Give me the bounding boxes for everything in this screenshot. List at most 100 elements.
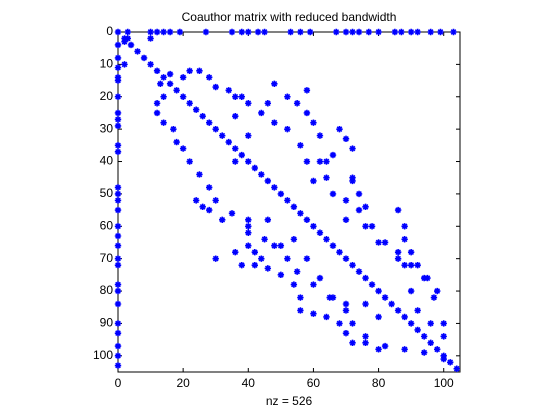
point xyxy=(147,28,154,36)
point xyxy=(153,100,161,107)
point xyxy=(238,151,245,159)
point xyxy=(336,248,343,256)
point xyxy=(381,342,389,350)
point xyxy=(225,138,232,146)
point xyxy=(251,248,258,256)
point xyxy=(349,28,356,36)
point xyxy=(440,320,447,327)
point xyxy=(303,216,311,224)
point xyxy=(245,132,252,139)
point xyxy=(245,28,252,36)
point xyxy=(388,300,395,308)
point xyxy=(206,119,213,126)
point xyxy=(114,352,122,360)
point xyxy=(192,197,200,204)
point xyxy=(124,35,131,42)
point xyxy=(362,274,369,282)
point xyxy=(342,255,350,262)
point xyxy=(277,242,285,249)
point xyxy=(114,362,122,369)
x-tick-label: 100 xyxy=(434,376,454,390)
point xyxy=(192,106,200,113)
point xyxy=(261,28,268,36)
y-tick-label: 30 xyxy=(100,121,114,135)
point xyxy=(355,190,363,198)
point xyxy=(414,28,421,36)
point xyxy=(166,80,174,88)
point xyxy=(297,307,304,314)
point xyxy=(391,28,399,36)
point xyxy=(114,223,122,230)
point xyxy=(355,206,363,214)
point xyxy=(401,313,408,321)
point xyxy=(310,310,317,317)
point xyxy=(121,61,128,68)
point xyxy=(127,41,135,49)
point xyxy=(258,109,265,117)
point xyxy=(114,242,122,249)
point xyxy=(407,320,415,327)
point xyxy=(342,307,350,314)
point xyxy=(394,206,402,214)
point xyxy=(114,261,122,269)
point xyxy=(424,274,431,282)
point xyxy=(228,28,236,36)
point xyxy=(284,125,291,133)
point xyxy=(114,320,122,327)
point xyxy=(420,333,428,340)
x-tick-label: 80 xyxy=(372,376,386,390)
point xyxy=(212,255,219,262)
point xyxy=(124,28,131,36)
x-axis-label: nz = 526 xyxy=(266,394,313,408)
point xyxy=(258,171,265,178)
point xyxy=(114,74,122,81)
point xyxy=(407,261,415,269)
y-tick-label: 40 xyxy=(100,154,114,168)
point xyxy=(232,112,239,120)
point xyxy=(401,223,408,230)
y-tick-label: 10 xyxy=(100,57,114,71)
point xyxy=(310,177,317,185)
point xyxy=(114,64,122,71)
point xyxy=(342,28,350,36)
point xyxy=(336,320,343,327)
point xyxy=(232,248,239,256)
point xyxy=(394,255,402,262)
point xyxy=(114,190,122,198)
point xyxy=(196,67,203,75)
point xyxy=(121,35,128,42)
point xyxy=(440,352,447,360)
y-tick-label: 0 xyxy=(106,24,113,38)
point xyxy=(245,158,252,165)
point xyxy=(251,164,258,172)
point xyxy=(336,125,343,133)
point xyxy=(349,261,356,269)
point xyxy=(199,112,206,120)
point xyxy=(362,203,369,211)
point xyxy=(196,171,203,178)
point xyxy=(381,294,389,301)
x-tick-label: 0 xyxy=(115,376,122,390)
point xyxy=(368,223,376,230)
point xyxy=(153,109,161,117)
point xyxy=(329,151,337,159)
point xyxy=(323,158,330,165)
y-tick-label: 20 xyxy=(100,89,114,103)
point xyxy=(206,206,213,214)
chart-title: Coauthor matrix with reduced bandwidth xyxy=(182,10,397,24)
point xyxy=(316,229,324,236)
point xyxy=(342,329,350,337)
point xyxy=(160,28,167,36)
point xyxy=(434,287,441,295)
point xyxy=(427,339,434,347)
point xyxy=(114,77,122,84)
point xyxy=(398,28,405,36)
point xyxy=(277,271,285,279)
point xyxy=(160,119,167,126)
point xyxy=(179,74,187,81)
point xyxy=(407,28,415,36)
point xyxy=(199,203,206,211)
point xyxy=(160,74,167,81)
point xyxy=(316,274,324,282)
